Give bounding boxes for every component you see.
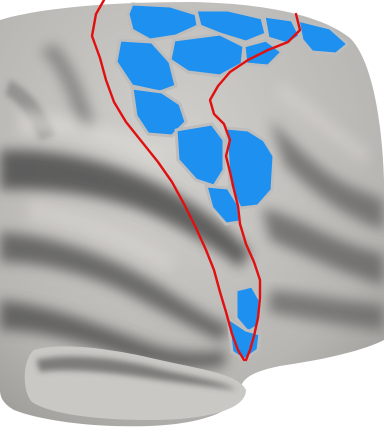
boundary-line-outer [90,0,246,362]
parcel-3 [262,14,302,46]
parcel-1 [126,2,200,42]
boundary-line-inner [208,12,302,362]
parcel-7 [114,38,178,94]
parcel-2 [194,8,268,44]
parcel-regions [114,2,350,362]
sulcal-shading [0,44,384,369]
parcel-9 [174,122,226,188]
parcel-13 [226,316,262,362]
parcel-4 [296,18,350,56]
boundary-lines [90,0,302,362]
parcel-12 [234,284,262,334]
temporal-lobe-shadow [36,356,236,390]
cortex-surface [0,2,384,427]
